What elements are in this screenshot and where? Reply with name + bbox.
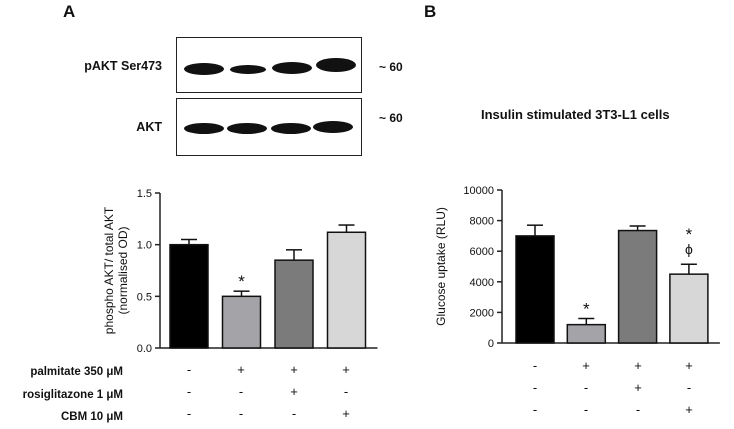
panel-a-label: A [63, 2, 76, 21]
chart-a-y-tick-label: 0.0 [137, 343, 152, 355]
condition-sign-a: + [342, 406, 350, 421]
condition-sign-b: + [634, 358, 642, 373]
blot-band [316, 58, 356, 72]
chart-b-y-tick-label: 4000 [470, 277, 494, 289]
chart-b-y-tick-label: 2000 [470, 307, 494, 319]
blot-label-akt: AKT [136, 120, 162, 134]
blot-label-pakt: pAKT Ser473 [84, 59, 162, 73]
chart-a-y-tick-label: 0.5 [137, 291, 152, 303]
chart-a-y-label-line: (normalised OD) [116, 226, 130, 314]
chart-a-bar [169, 243, 209, 349]
condition-sign-b: - [532, 402, 538, 417]
condition-sign-a: - [186, 406, 192, 421]
condition-sign-b: - [583, 380, 589, 395]
condition-sign-b: - [532, 380, 538, 395]
chart-b-title: Insulin stimulated 3T3-L1 cells [481, 107, 670, 122]
condition-sign-b: - [635, 402, 641, 417]
chart-b-bar [617, 229, 658, 344]
condition-sign-b: - [583, 402, 589, 417]
chart-b-bar [566, 323, 607, 344]
condition-label-palmitate: palmitate 350 μM [30, 366, 123, 378]
chart-b-annotation: * [583, 300, 590, 319]
condition-sign-a: - [186, 384, 192, 399]
blot-band [184, 63, 224, 75]
condition-sign-a: - [291, 406, 297, 421]
condition-sign-a: + [290, 362, 298, 377]
chart-a-y-tick-label: 1.0 [137, 240, 152, 252]
chart-a-bar [326, 231, 367, 349]
condition-sign-a: + [342, 362, 350, 377]
chart-a-y-label: phospho AKT/ total AKT(normalised OD) [102, 206, 130, 334]
chart-a-bar [221, 295, 262, 349]
condition-sign-a: - [186, 362, 192, 377]
blot-image-akt [176, 98, 362, 156]
chart-a-y-label-line: phospho AKT/ total AKT [102, 206, 116, 334]
blot-image-pakt [176, 37, 362, 93]
condition-sign-b: + [685, 402, 693, 417]
condition-label-rosiglitazone: rosiglitazone 1 μM [22, 389, 123, 401]
condition-sign-a: - [238, 406, 244, 421]
condition-sign-b: + [685, 358, 693, 373]
blot-mw-pakt: ~ 60 [379, 60, 403, 74]
chart-b-bar [669, 273, 709, 344]
condition-label-cbm: CBM 10 μM [61, 411, 123, 423]
blot-band [230, 65, 266, 74]
blot-band [271, 123, 311, 134]
chart-b-bar [515, 235, 555, 344]
condition-sign-a: - [343, 384, 349, 399]
chart-b-annotation: * [686, 225, 693, 244]
condition-sign-a: - [238, 384, 244, 399]
chart-a-annotation: * [238, 272, 245, 291]
chart-b-annotation: ϕ [685, 241, 693, 257]
condition-sign-b: - [532, 358, 538, 373]
chart-b-y-tick-label: 6000 [470, 246, 494, 258]
condition-sign-b: + [582, 358, 590, 373]
chart-b-y-tick-label: 8000 [470, 216, 494, 228]
chart-a-y-tick-label: 1.5 [137, 188, 152, 200]
panel-b-label: B [424, 2, 437, 21]
condition-sign-a: + [290, 384, 298, 399]
blot-band [227, 123, 267, 134]
blot-band [313, 121, 353, 133]
chart-a-bar [274, 259, 314, 349]
condition-sign-b: + [634, 380, 642, 395]
chart-b-y-label-line: Glucose uptake (RLU) [434, 207, 448, 326]
chart-b-y-tick-label: 0 [488, 338, 494, 350]
chart-a: 0.0 0.5 1.0 1.5 * phospho AKT/ total AKT(norm… [102, 188, 378, 355]
blot-band [272, 62, 312, 74]
chart-b-y-label: Glucose uptake (RLU) [434, 207, 448, 326]
blot-band [184, 123, 224, 134]
chart-b-y-tick-label: 10000 [463, 185, 494, 197]
blot-mw-akt: ~ 60 [379, 111, 403, 125]
condition-sign-b: - [686, 380, 692, 395]
condition-sign-a: + [237, 362, 245, 377]
